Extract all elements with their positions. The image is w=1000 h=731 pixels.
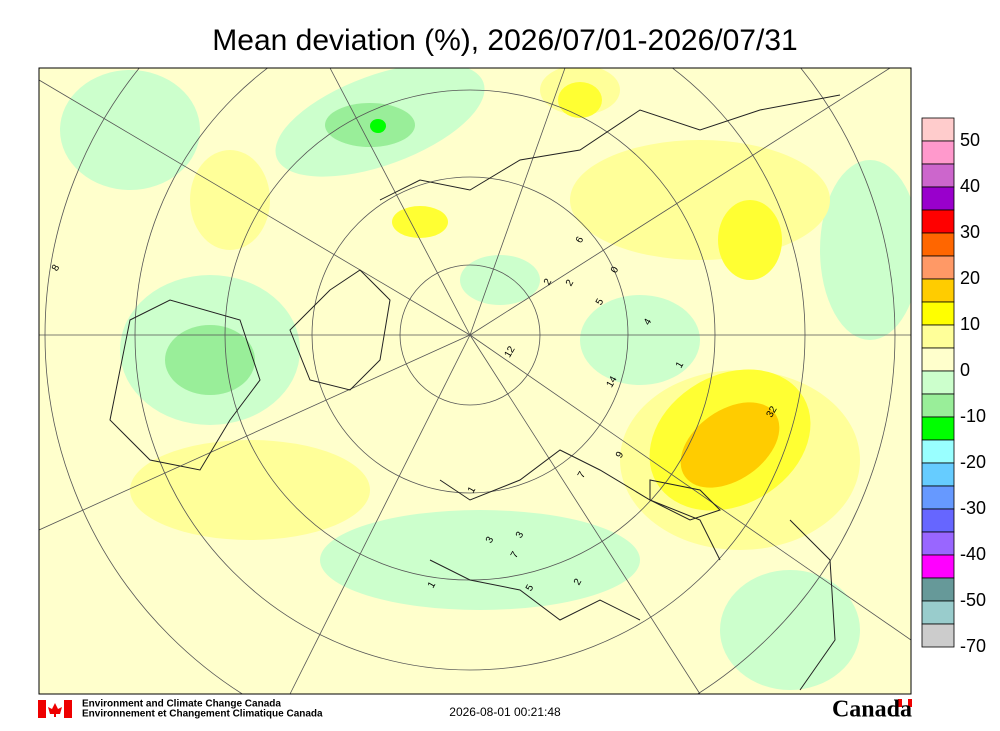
color-box (921, 554, 955, 579)
station-value: 7 (576, 470, 589, 481)
color-box (921, 186, 955, 211)
station-value: 5 (524, 583, 537, 594)
station-value: 8 (50, 263, 63, 274)
station-value: 1 (466, 485, 479, 496)
color-box (921, 600, 955, 625)
color-box (921, 531, 955, 556)
colorbar-label: -50 (960, 590, 986, 610)
station-value: 0 (609, 265, 622, 276)
station-value: 12 (503, 344, 518, 360)
title: Mean deviation (%), 2026/07/01-2026/07/3… (212, 24, 797, 57)
station-value: 2 (572, 577, 585, 588)
timestamp: 2026-08-01 00:21:48 (449, 705, 561, 719)
colorbar-label: -40 (960, 544, 986, 564)
station-value: 32 (765, 404, 780, 420)
station-value: 9 (614, 450, 627, 461)
color-box (921, 209, 955, 234)
logo (38, 699, 912, 718)
agency-en: Environment and Climate Change Canada (82, 699, 281, 710)
colorbar-label: 40 (960, 176, 980, 196)
color-box (921, 623, 955, 648)
station-value: 2 (564, 278, 577, 289)
color-box (921, 485, 955, 510)
colorbar-label: 10 (960, 314, 980, 334)
colorbar-label: -70 (960, 636, 986, 656)
color-box (921, 416, 955, 441)
color-box (921, 232, 955, 257)
station-value: 7 (509, 550, 522, 561)
station-value: 3 (514, 530, 527, 541)
colorbar-label: -30 (960, 498, 986, 518)
color-box (921, 577, 955, 602)
station-value: 6 (574, 235, 587, 246)
color-box (921, 117, 955, 142)
color-box (921, 462, 955, 487)
color-box (921, 393, 955, 418)
colorbar-label: -10 (960, 406, 986, 426)
color-box (921, 439, 955, 464)
colorbar-label: 20 (960, 268, 980, 288)
station-value: 1 (426, 580, 439, 591)
colorbar-label: -20 (960, 452, 986, 472)
colorbar-label: 30 (960, 222, 980, 242)
station-value: 2 (542, 277, 555, 288)
agency-fr: Environnement et Changement Climatique C… (82, 709, 323, 720)
color-box (921, 508, 955, 533)
color-box (921, 278, 955, 303)
color-box (921, 370, 955, 395)
color-box (921, 347, 955, 372)
station-value: 5 (594, 297, 607, 308)
station-value: 3 (484, 535, 497, 546)
color-box (921, 163, 955, 188)
color-box (921, 255, 955, 280)
color-box (921, 324, 955, 349)
station-value: 1 (674, 360, 687, 371)
colorbar-label: 0 (960, 360, 970, 380)
colorbar-label: 50 (960, 130, 980, 150)
colorbar: 50 40 30 20 10 0 -10 -20 -30 -40 -50 -70 (921, 117, 986, 656)
station-value: 14 (605, 374, 620, 390)
wordmark: Canada (832, 697, 912, 723)
station-value: 4 (642, 317, 655, 328)
color-box (921, 301, 955, 326)
color-box (921, 140, 955, 165)
